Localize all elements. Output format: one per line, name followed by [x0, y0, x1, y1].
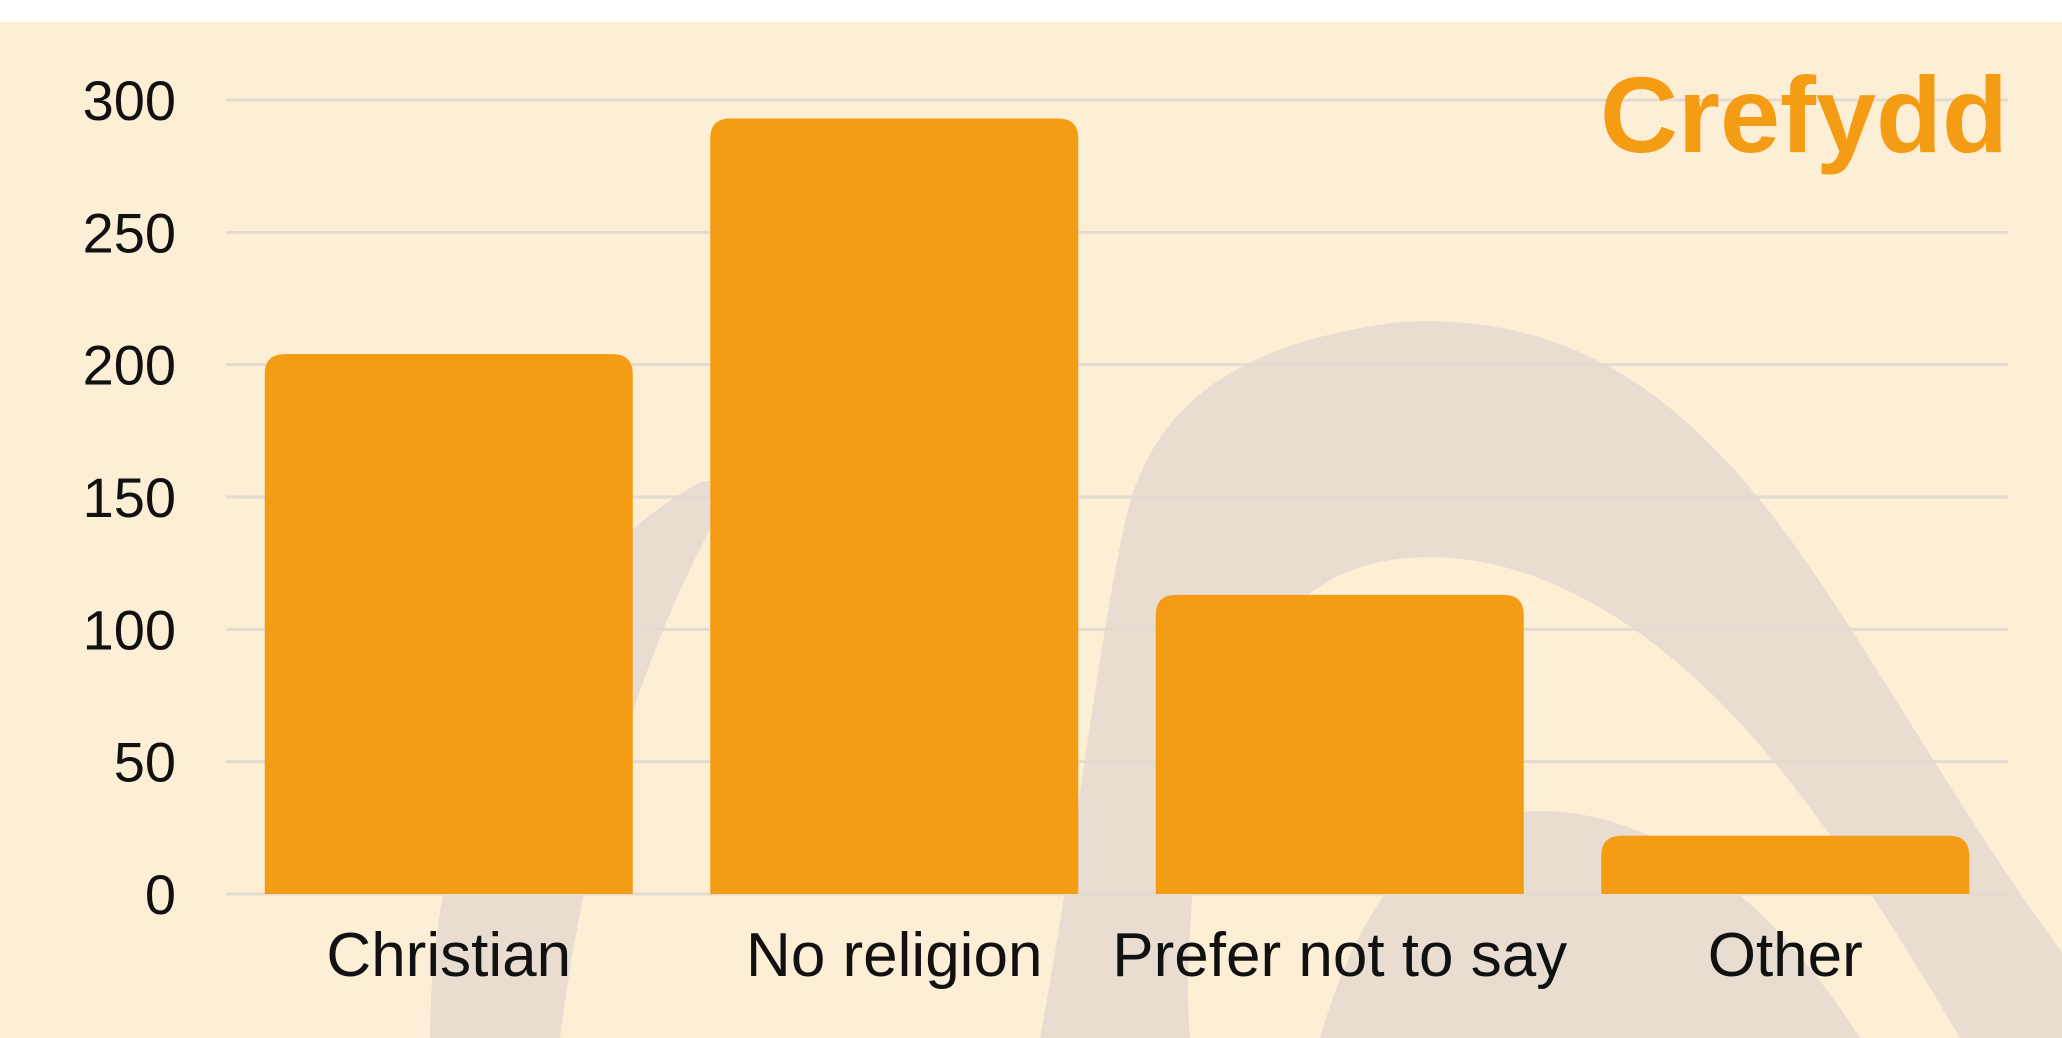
bar-no-religion — [710, 118, 1079, 894]
y-tick-label: 250 — [83, 201, 176, 264]
y-tick-label: 150 — [83, 466, 176, 529]
x-category-label: Christian — [326, 921, 571, 990]
bar-chart: 0 50 100 150 200 250 300 Christian No religion P… — [0, 22, 2062, 1038]
chart-title: Crefydd — [1600, 54, 2008, 175]
y-tick-label: 200 — [83, 334, 176, 397]
y-tick-label: 50 — [114, 731, 176, 794]
x-category-label: No religion — [746, 921, 1042, 990]
y-tick-label: 300 — [83, 69, 176, 132]
bar-other — [1601, 835, 1970, 894]
x-category-label: Other — [1708, 921, 1863, 990]
y-tick-label: 100 — [83, 598, 176, 661]
bar-prefer-not-to-say — [1155, 594, 1524, 894]
bar-christian — [264, 354, 633, 895]
decorative-swirl — [1040, 321, 2062, 1038]
chart-canvas: 0 50 100 150 200 250 300 Christian No religion P… — [0, 22, 2062, 1038]
x-category-label: Prefer not to say — [1112, 921, 1567, 990]
bars — [264, 118, 1970, 895]
y-tick-label: 0 — [145, 863, 176, 926]
x-axis-labels: Christian No religion Prefer not to say Oth… — [326, 921, 1862, 990]
y-axis-ticks: 0 50 100 150 200 250 300 — [83, 69, 176, 926]
